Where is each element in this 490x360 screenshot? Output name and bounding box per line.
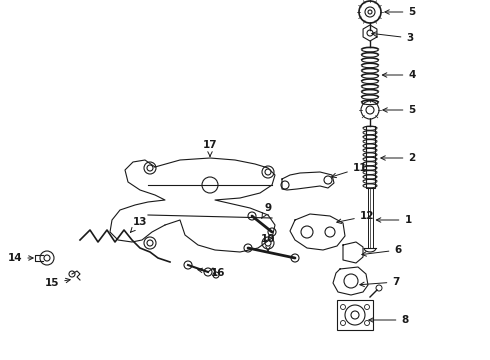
Text: 2: 2 (381, 153, 416, 163)
Text: 3: 3 (372, 32, 414, 43)
Text: 11: 11 (332, 163, 367, 177)
Bar (366, 126, 374, 188)
Text: 15: 15 (45, 278, 70, 288)
Text: 9: 9 (262, 203, 271, 218)
Text: 12: 12 (337, 211, 374, 224)
Text: 5: 5 (383, 105, 416, 115)
Text: 13: 13 (130, 217, 147, 232)
Text: 17: 17 (203, 140, 217, 156)
Text: 1: 1 (376, 215, 412, 225)
Bar (337, 300, 373, 330)
Text: 6: 6 (362, 245, 402, 256)
Text: 10: 10 (261, 234, 275, 251)
Text: 4: 4 (382, 70, 416, 80)
Text: 16: 16 (198, 268, 225, 278)
Text: 8: 8 (369, 315, 409, 325)
Text: 7: 7 (360, 277, 400, 287)
Text: 5: 5 (385, 7, 416, 17)
Text: 14: 14 (8, 253, 33, 263)
